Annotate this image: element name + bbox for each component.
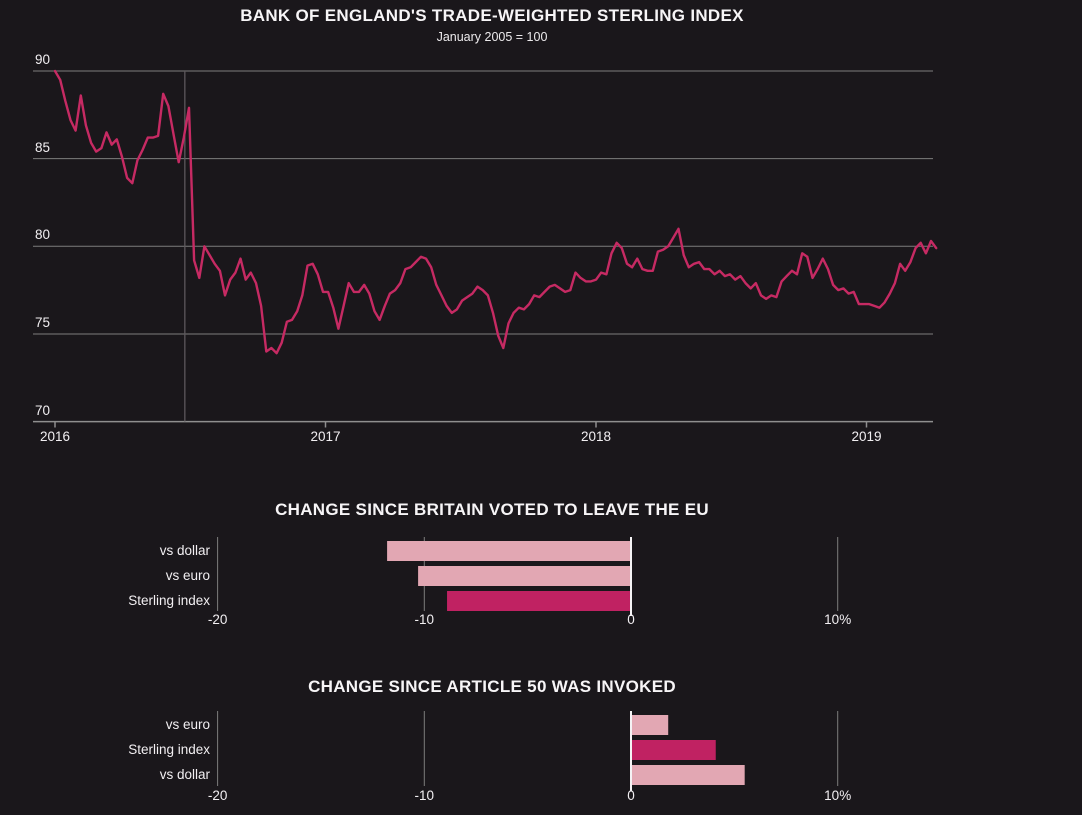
category-label: vs dollar (159, 543, 210, 558)
category-label: vs dollar (159, 767, 210, 782)
x-axis-tick-label: -20 (207, 788, 228, 803)
x-axis-tick-label: -10 (414, 788, 435, 803)
bar-chart-2-title: CHANGE SINCE ARTICLE 50 WAS INVOKED (308, 677, 676, 696)
bar (631, 765, 745, 785)
x-axis-year-label: 2018 (580, 429, 612, 444)
x-axis-tick-label: 10% (824, 788, 852, 803)
x-axis-year-label: 2017 (310, 429, 341, 444)
bar (418, 566, 631, 586)
x-axis-tick-label: 0 (627, 612, 635, 627)
y-axis-label: 80 (35, 227, 51, 243)
sterling-index-line (53, 69, 938, 355)
main-subtitle: January 2005 = 100 (436, 30, 548, 44)
category-label: vs euro (165, 717, 210, 732)
bar (387, 541, 631, 561)
y-axis-label: 85 (35, 139, 51, 155)
x-axis-tick-label: -10 (414, 612, 435, 627)
bar (631, 740, 716, 760)
bar (631, 715, 669, 735)
bar (447, 591, 631, 611)
category-label: vs euro (165, 568, 210, 583)
y-axis-label: 70 (35, 402, 51, 418)
x-axis-year-label: 2019 (851, 429, 882, 444)
bar-chart-1-title: CHANGE SINCE BRITAIN VOTED TO LEAVE THE … (275, 500, 709, 519)
x-axis-tick-label: 0 (627, 788, 635, 803)
category-label: Sterling index (128, 742, 210, 757)
x-axis-year-label: 2016 (39, 429, 71, 444)
category-label: Sterling index (128, 593, 210, 608)
main-title: BANK OF ENGLAND'S TRADE-WEIGHTED STERLIN… (240, 6, 744, 25)
y-axis-label: 90 (35, 52, 51, 67)
x-axis-tick-label: 10% (824, 612, 852, 627)
x-axis-tick-label: -20 (207, 612, 228, 627)
y-axis-label: 75 (35, 314, 51, 330)
